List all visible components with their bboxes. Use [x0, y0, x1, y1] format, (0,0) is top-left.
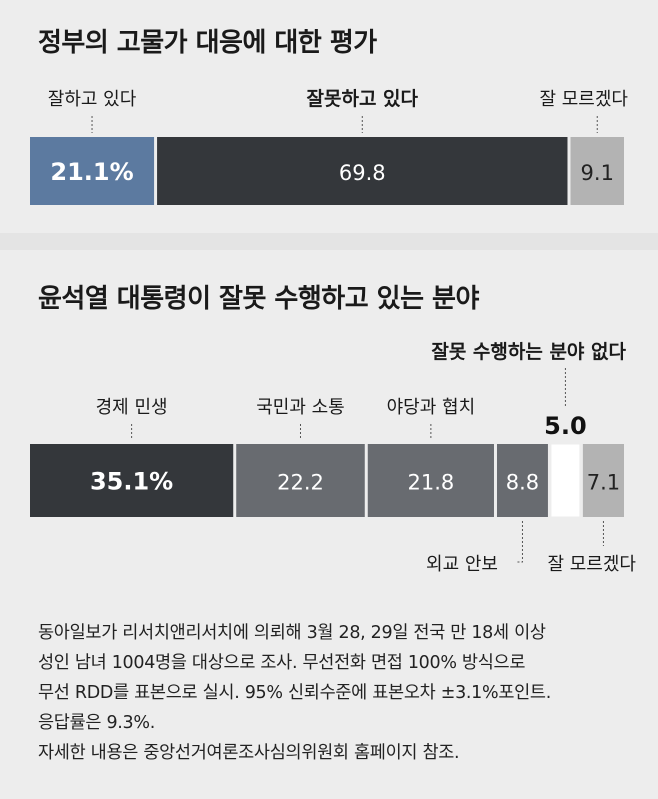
bar-segment — [496, 444, 548, 517]
bar-segment — [30, 137, 155, 205]
data-label: 21.8 — [407, 471, 454, 495]
data-label: 21.1% — [50, 158, 133, 186]
section-divider — [0, 233, 658, 250]
chart-panel-2: 윤석열 대통령이 잘못 수행하고 있는 분야 35.1% 경제 민생 22.2 국민과… — [0, 250, 658, 799]
chart-1-title: 정부의 고물가 대응에 대한 평가 — [38, 28, 377, 58]
bar-segment — [30, 444, 234, 517]
chart-2-title: 윤석열 대통령이 잘못 수행하고 있는 분야 — [38, 284, 479, 314]
category-label: 경제 민생 — [96, 397, 168, 418]
category-label: 외교 안보 — [426, 554, 498, 575]
bar-segment — [236, 444, 365, 517]
note-line: 자세한 내용은 중앙선거여론조사심의위원회 홈페이지 참조. — [38, 743, 460, 763]
category-label: 국민과 소통 — [256, 397, 345, 418]
chart-2-svg: 35.1% 경제 민생 22.2 국민과 소통 21.8 야당과 협치 8.8 외교 안보 5.… — [30, 341, 636, 575]
note-line: 무선 RDD를 표본으로 실시. 95% 신뢰수준에 표본오차 ±3.1%포인트… — [38, 683, 551, 703]
data-label: 8.8 — [506, 471, 539, 495]
data-label: 7.1 — [587, 471, 620, 495]
leader-line — [516, 521, 523, 563]
data-label: 5.0 — [544, 412, 587, 440]
category-label: 잘 모르겠다 — [547, 554, 636, 575]
bar-segment — [570, 137, 624, 205]
note-line: 동아일보가 리서치앤리서치에 의뢰해 3월 28, 29일 전국 만 18세 이… — [38, 623, 546, 643]
category-label: 잘하고 있다 — [48, 89, 137, 110]
data-label: 35.1% — [90, 468, 173, 496]
note-line: 성인 남녀 1004명을 대상으로 조사. 무선전화 면접 100% 방식으로 — [38, 653, 526, 673]
category-label: 잘못하고 있다 — [307, 88, 419, 110]
survey-note: 동아일보가 리서치앤리서치에 의뢰해 3월 28, 29일 전국 만 18세 이… — [38, 618, 638, 768]
data-label: 9.1 — [581, 161, 614, 185]
category-label: 잘 모르겠다 — [539, 89, 628, 110]
data-label: 22.2 — [277, 471, 324, 495]
bar-segment — [582, 444, 624, 517]
category-label: 야당과 협치 — [387, 397, 476, 418]
data-label: 69.8 — [339, 161, 386, 185]
bar-segment — [157, 137, 568, 205]
chart-1-svg: 21.1% 잘하고 있다 69.8 잘못하고 있다 9.1 잘 모르겠다 — [30, 88, 628, 205]
bar-segment — [367, 444, 494, 517]
note-line: 응답률은 9.3%. — [38, 713, 155, 733]
bar-segment — [550, 443, 581, 518]
category-label: 잘못 수행하는 분야 없다 — [431, 341, 626, 363]
chart-panel-1: 정부의 고물가 대응에 대한 평가 21.1% 잘하고 있다 69.8 잘못하고 있다… — [0, 0, 658, 233]
